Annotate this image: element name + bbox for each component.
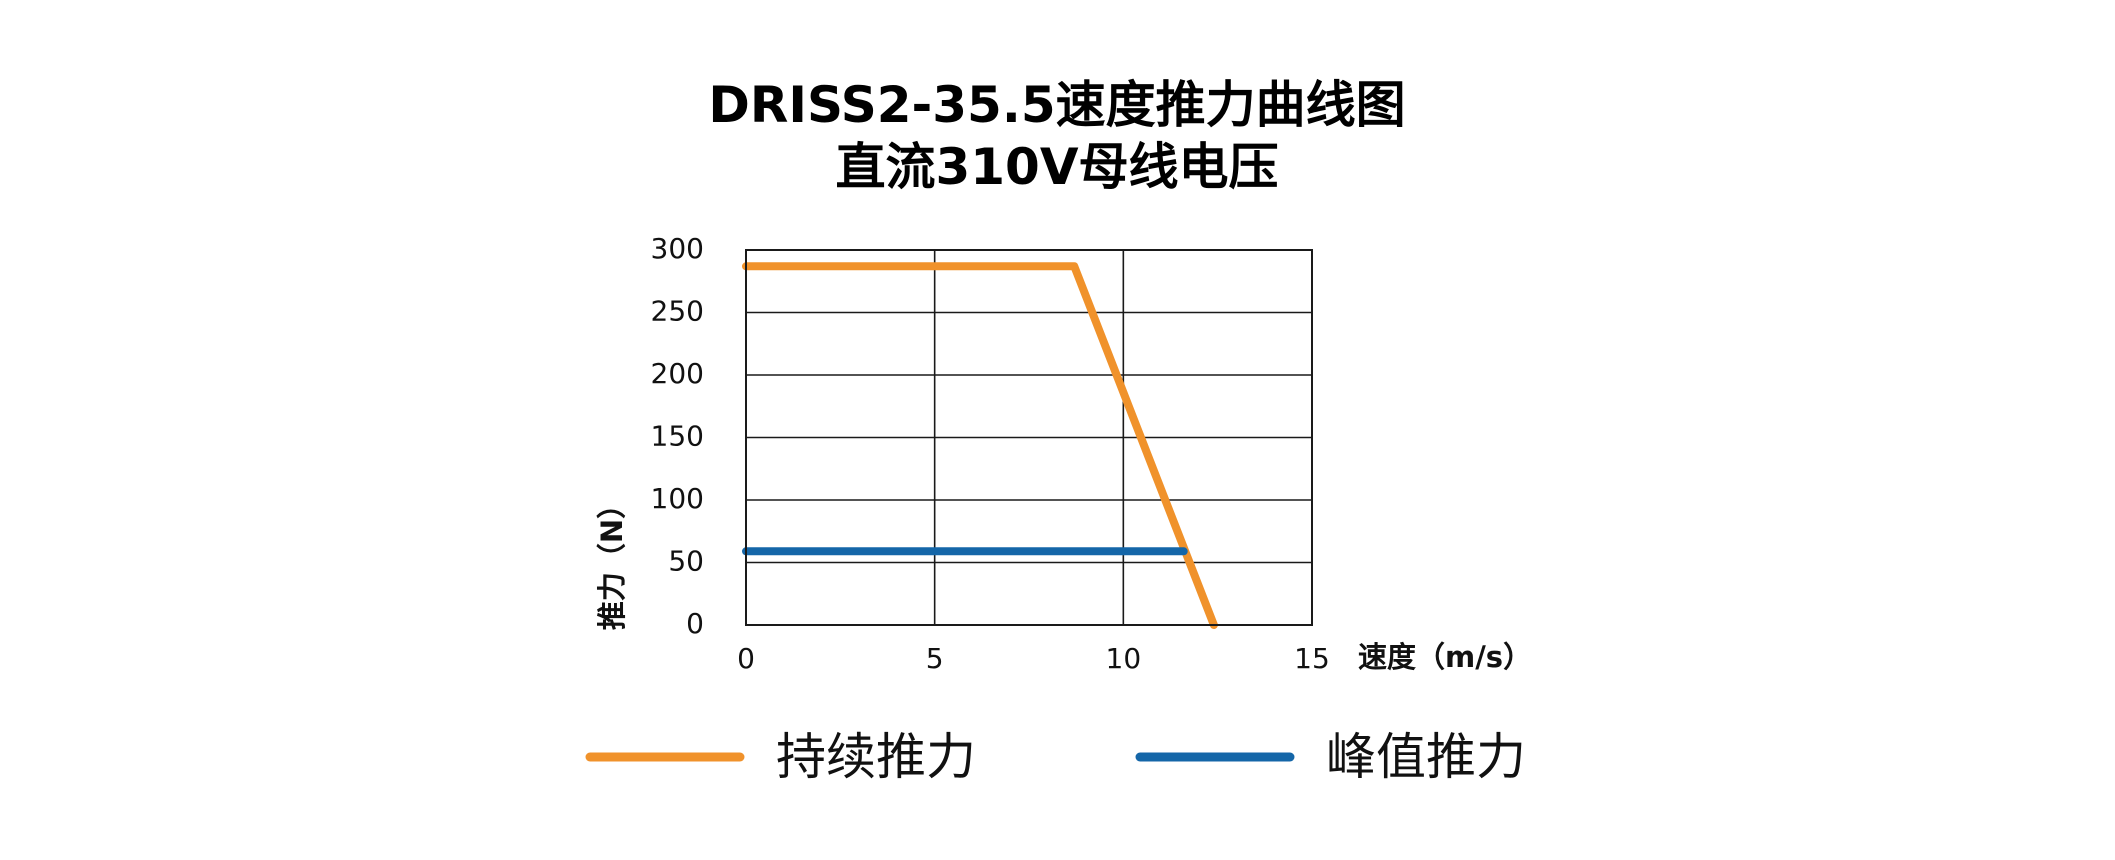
grid xyxy=(745,249,1313,626)
chart-title: DRISS2-35.5速度推力曲线图 xyxy=(708,76,1405,134)
plot-frame xyxy=(745,249,1313,626)
y-tick-label: 200 xyxy=(651,357,704,390)
chart-subtitle: 直流310V母线电压 xyxy=(835,138,1278,196)
x-axis-label: 速度（m/s） xyxy=(1358,640,1532,674)
x-tick-label: 15 xyxy=(1294,642,1330,675)
x-tick-label: 10 xyxy=(1106,642,1142,675)
x-tick-label: 0 xyxy=(737,642,755,675)
y-tick-labels: 0 50 100 150 200 250 300 xyxy=(651,232,704,640)
y-tick-label: 100 xyxy=(651,482,704,515)
series-line-0 xyxy=(742,262,1218,629)
y-tick-label: 0 xyxy=(686,607,704,640)
y-tick-label: 300 xyxy=(651,232,704,265)
series-group xyxy=(742,262,1218,629)
y-tick-label: 250 xyxy=(651,295,704,328)
y-tick-label: 50 xyxy=(668,545,704,578)
x-tick-label: 5 xyxy=(926,642,944,675)
x-tick-labels: 0 5 10 15 xyxy=(737,642,1330,675)
y-axis-label: 推力（N） xyxy=(595,490,629,630)
y-tick-label: 150 xyxy=(651,420,704,453)
legend-label: 持续推力 xyxy=(776,728,976,786)
legend-label: 峰值推力 xyxy=(1326,728,1526,786)
legend: 持续推力 峰值推力 xyxy=(585,728,1526,786)
